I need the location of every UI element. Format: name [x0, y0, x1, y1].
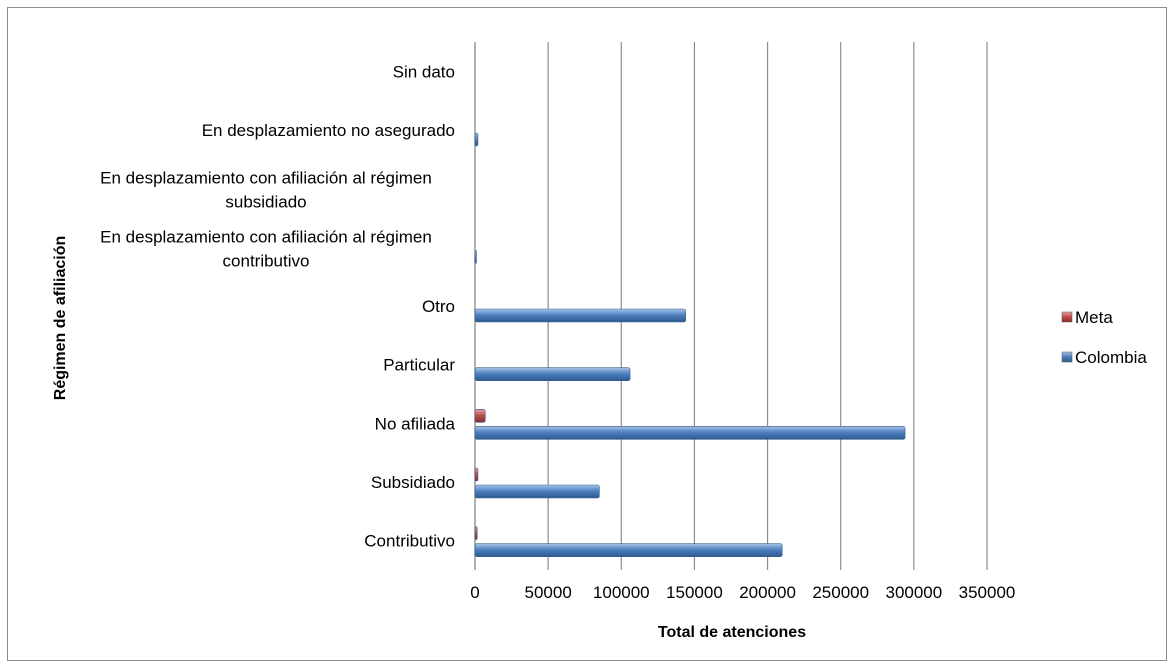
category-label: Sin dato — [393, 62, 455, 81]
bar-colombia — [474, 367, 631, 381]
x-tick-label: 200000 — [739, 583, 796, 602]
x-axis-title: Total de atenciones — [658, 624, 806, 641]
x-tick-label: 100000 — [593, 583, 650, 602]
bar-colombia — [474, 543, 783, 557]
bar-colombia — [474, 484, 600, 499]
category-label: En desplazamiento con afiliación al régi… — [100, 227, 432, 270]
y-axis-title: Régimen de afiliación — [52, 236, 69, 400]
category-label: Particular — [383, 356, 455, 375]
category-label: Subsidiado — [371, 473, 455, 492]
x-tick-label: 250000 — [812, 583, 869, 602]
category-label: En desplazamiento con afiliación al régi… — [100, 169, 432, 212]
x-tick-label: 300000 — [885, 583, 942, 602]
x-tick-label: 150000 — [666, 583, 723, 602]
x-tick-label: 0 — [470, 583, 479, 602]
bar-colombia — [474, 308, 686, 323]
bar-meta — [474, 409, 486, 423]
legend-swatch-colombia — [1061, 351, 1073, 363]
bar-colombia — [474, 426, 906, 440]
legend-label-meta: Meta — [1075, 308, 1113, 327]
x-tick-label: 50000 — [525, 583, 572, 602]
category-label: En desplazamiento no asegurado — [202, 121, 455, 140]
category-label: No afiliada — [375, 414, 456, 433]
legend-swatch-meta — [1061, 311, 1073, 323]
bar-colombia — [474, 132, 479, 147]
x-tick-label: 350000 — [959, 583, 1016, 602]
category-label: Otro — [422, 297, 455, 316]
bar-colombia — [474, 250, 477, 264]
legend-label-colombia: Colombia — [1075, 348, 1147, 367]
bar-meta — [474, 526, 478, 540]
bar-meta — [474, 467, 479, 482]
category-label: Contributivo — [364, 532, 455, 551]
